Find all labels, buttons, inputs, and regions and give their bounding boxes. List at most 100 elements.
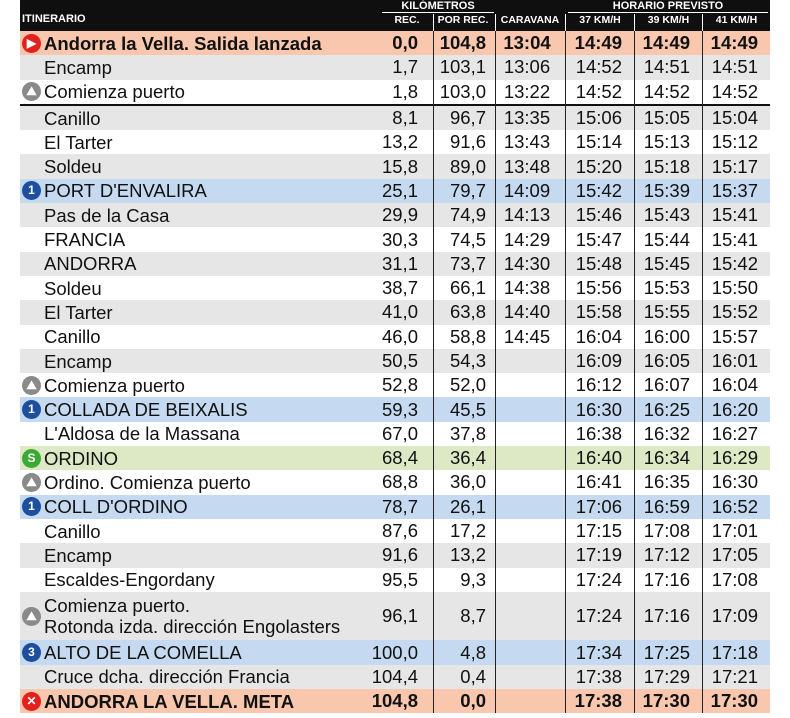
- km-recorridos: 31,1: [381, 252, 418, 274]
- time-37kmh: 16:12: [575, 374, 622, 396]
- km-recorridos: 104,4: [371, 665, 418, 687]
- table-row: S ORDINO 68,4 36,4 16:40 16:34 16:29: [20, 446, 770, 471]
- time-41kmh: 15:17: [711, 155, 758, 177]
- caravana-time: 14:38: [503, 277, 551, 299]
- climb-start-icon: ⛰: [22, 375, 41, 395]
- km-por-recorrer: 103,0: [439, 80, 486, 102]
- time-39kmh: 17:12: [643, 544, 690, 566]
- header-kilometros: KILÓMETROS: [401, 0, 475, 12]
- table-row: 1 COLLADA DE BEIXALIS 59,3 45,5 16:30 16:25 16…: [20, 397, 770, 422]
- stage-point-label: Cruce dcha. dirección Francia: [44, 666, 290, 688]
- caravana-time: [498, 640, 556, 664]
- km-por-recorrer: 8,7: [460, 605, 486, 627]
- table-header: ITINERARIO KILÓMETROS REC. POR REC. CARA…: [20, 0, 770, 31]
- caravana-time: 14:40: [503, 301, 551, 323]
- km-por-recorrer: 89,0: [449, 155, 486, 177]
- table-row: Escaldes-Engordany 95,5 9,3 17:24 17:16 17:08: [20, 567, 770, 592]
- table-row: 1 PORT D'ENVALIRA 25,1 79,7 14:09 15:42 15:39 1…: [20, 178, 770, 204]
- stage-point-label: Comienza puerto: [44, 81, 185, 103]
- km-por-recorrer: 103,1: [439, 56, 486, 78]
- km-recorridos: 38,7: [381, 277, 418, 299]
- table-row: Encamp 50,5 54,3 16:09 16:05 16:01: [20, 348, 770, 374]
- time-39kmh: 15:55: [643, 301, 690, 323]
- km-por-recorrer: 52,0: [449, 374, 486, 396]
- table-row: Canillo 46,0 58,8 14:45 16:04 16:00 15:57: [20, 324, 770, 349]
- header-speed-41: 41 KM/H: [715, 14, 758, 26]
- section-divider: [20, 103, 770, 106]
- time-41kmh: 16:52: [711, 495, 758, 517]
- caravana-time: 14:13: [503, 204, 551, 226]
- stage-point-name: Cruce dcha. dirección Francia: [22, 665, 382, 689]
- time-41kmh: 15:04: [711, 107, 758, 129]
- time-41kmh: 15:41: [711, 228, 758, 250]
- caravana-time: [498, 665, 556, 689]
- km-por-recorrer: 91,6: [449, 131, 486, 153]
- stage-point-name: El Tarter: [22, 130, 382, 154]
- stage-point-name: ⛰ Comienza puerto: [22, 80, 382, 104]
- km-por-recorrer: 74,9: [449, 204, 486, 226]
- km-recorridos: 59,3: [381, 398, 418, 420]
- time-37kmh: 15:42: [575, 179, 622, 201]
- time-37kmh: 17:34: [575, 641, 622, 663]
- start-flag-icon: ▶: [22, 33, 41, 53]
- header-itinerario: ITINERARIO: [22, 13, 86, 25]
- stage-point-label: Encamp: [44, 56, 112, 78]
- time-39kmh: 15:18: [643, 155, 690, 177]
- header-horario: HORARIO PREVISTO: [612, 0, 724, 12]
- stage-point-label: El Tarter: [44, 301, 113, 323]
- time-41kmh: 15:37: [711, 179, 758, 201]
- stage-point-name: FRANCIA: [22, 227, 382, 251]
- stage-point-label: PORT D'ENVALIRA: [44, 180, 207, 202]
- km-por-recorrer: 37,8: [449, 422, 486, 444]
- stage-point-label: Canillo: [44, 326, 101, 348]
- table-row: ⛰ Comienza puerto 1,8 103,0 13:22 14:52 14:52 1…: [20, 79, 770, 104]
- km-por-recorrer: 36,0: [449, 471, 486, 493]
- time-37kmh: 17:19: [575, 544, 622, 566]
- km-recorridos: 68,4: [381, 447, 418, 469]
- caravana-time: 14:45: [503, 325, 551, 347]
- km-recorridos: 96,1: [381, 605, 418, 627]
- caravana-time: [498, 592, 556, 641]
- km-por-recorrer: 54,3: [449, 350, 486, 371]
- stage-point-name: Pas de la Casa: [22, 203, 382, 227]
- caravana-time: [498, 470, 556, 494]
- time-41kmh: 17:18: [711, 641, 758, 663]
- time-39kmh: 15:05: [643, 107, 690, 129]
- caravana-time: 13:06: [503, 56, 551, 78]
- climb-start-icon: ⛰: [22, 82, 41, 102]
- time-37kmh: 16:40: [575, 447, 622, 469]
- time-41kmh: 17:21: [711, 665, 758, 687]
- caravana-time: 13:35: [503, 107, 551, 129]
- time-41kmh: 16:27: [711, 422, 758, 444]
- time-37kmh: 17:06: [575, 495, 622, 517]
- time-41kmh: 16:20: [711, 398, 758, 420]
- km-recorridos: 0,0: [392, 32, 418, 54]
- time-39kmh: 16:07: [643, 374, 690, 396]
- table-row: ✕ ANDORRA LA VELLA. META 104,8 0,0 17:38 17:3…: [20, 689, 770, 714]
- km-por-recorrer: 66,1: [449, 277, 486, 299]
- km-recorridos: 13,2: [381, 131, 418, 153]
- time-39kmh: 16:32: [643, 422, 690, 444]
- km-recorridos: 67,0: [381, 422, 418, 444]
- time-37kmh: 14:52: [575, 80, 622, 102]
- time-39kmh: 16:34: [643, 447, 690, 469]
- header-speed-39: 39 KM/H: [647, 14, 690, 26]
- time-39kmh: 17:25: [643, 641, 690, 663]
- stage-point-name: Canillo: [22, 519, 382, 543]
- caravana-time: 13:22: [503, 80, 551, 102]
- table-row: 1 COLL D'ORDINO 78,7 26,1 17:06 16:59 16:52: [20, 494, 770, 519]
- caravana-time: 13:48: [503, 155, 551, 177]
- caravana-time: [498, 519, 556, 543]
- km-recorridos: 95,5: [381, 568, 418, 590]
- km-por-recorrer: 79,7: [449, 179, 486, 201]
- time-41kmh: 17:05: [711, 544, 758, 566]
- time-41kmh: 14:49: [710, 32, 758, 54]
- table-row: ⛰ Comienza puerto. Rotonda izda. dirección…: [20, 591, 770, 641]
- caravana-time: 13:04: [503, 32, 551, 54]
- climb-start-icon: ⛰: [22, 606, 41, 626]
- header-caravana: CARAVANA: [500, 14, 560, 26]
- km-recorridos: 30,3: [381, 228, 418, 250]
- stage-point-name: El Tarter: [22, 300, 382, 324]
- km-por-recorrer: 9,3: [460, 568, 486, 590]
- stage-point-label: Soldeu: [44, 156, 102, 178]
